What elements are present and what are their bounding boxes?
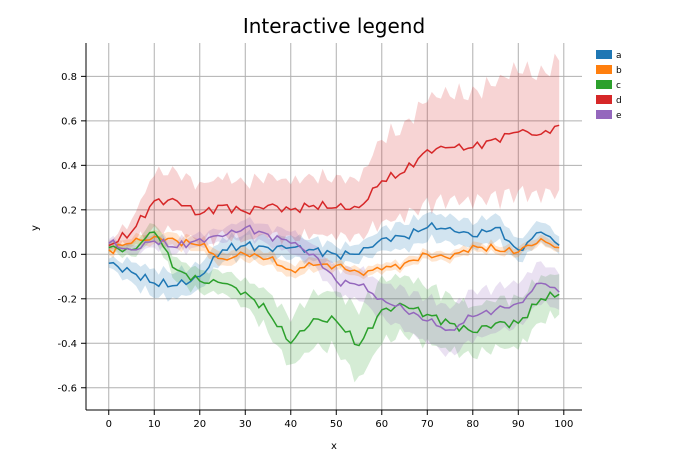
series-line-e: [108, 224, 560, 332]
legend-label[interactable]: a: [616, 51, 622, 61]
legend-swatch[interactable]: [596, 95, 612, 104]
legend-swatch[interactable]: [596, 110, 612, 119]
y-tick-label: 0.2: [61, 205, 77, 216]
legend-item-d[interactable]: d: [596, 95, 622, 106]
grid: [86, 43, 582, 410]
x-tick-label: 0: [106, 419, 112, 430]
x-tick-label: 90: [512, 419, 525, 430]
series-lines: [108, 124, 560, 347]
legend-label[interactable]: d: [616, 96, 622, 106]
legend-item-a[interactable]: a: [596, 50, 622, 61]
legend-item-c[interactable]: c: [596, 80, 621, 91]
series-line-d: [108, 124, 560, 247]
legend-swatch[interactable]: [596, 80, 612, 89]
chart-title: Interactive legend: [243, 14, 425, 38]
x-tick-label: 30: [239, 419, 252, 430]
legend-swatch[interactable]: [596, 65, 612, 74]
series-line-b: [108, 235, 560, 277]
y-tick-label: 0.4: [61, 161, 77, 172]
uncertainty-bands: [108, 53, 560, 383]
x-tick-label: 80: [466, 419, 479, 430]
x-tick-label: 20: [193, 419, 206, 430]
band-d: [108, 53, 560, 250]
x-tick-label: 10: [148, 419, 161, 430]
x-axis-label: x: [331, 441, 337, 452]
legend-item-e[interactable]: e: [596, 110, 622, 121]
band-a: [108, 211, 560, 302]
legend-item-b[interactable]: b: [596, 65, 622, 76]
band-b: [108, 229, 560, 280]
y-tick-label: -0.2: [57, 294, 77, 305]
legend-label[interactable]: e: [616, 111, 622, 121]
series-line-a: [108, 221, 560, 288]
y-tick-label: 0.6: [61, 116, 77, 127]
y-tick-label: 0.8: [61, 72, 77, 83]
y-tick-label: 0.0: [61, 250, 77, 261]
series-line-c: [108, 231, 560, 347]
legend-label[interactable]: c: [616, 81, 621, 91]
band-e: [108, 216, 560, 357]
x-tick-label: 40: [284, 419, 297, 430]
legend-swatch[interactable]: [596, 50, 612, 59]
axes: 0 10 20 30 40 50 60 70 80 90 100 -0.6 -0.4 -0.2 0.0 0.2…: [57, 43, 582, 430]
legend-label[interactable]: b: [616, 66, 622, 76]
x-tick-label: 60: [375, 419, 388, 430]
x-tick-label: 100: [554, 419, 573, 430]
y-tick-label: -0.6: [57, 383, 77, 394]
x-tick-label: 50: [330, 419, 343, 430]
y-tick-label: -0.4: [57, 339, 77, 350]
y-axis-label: y: [30, 225, 41, 231]
band-c: [108, 223, 560, 383]
x-tick-label: 70: [421, 419, 434, 430]
